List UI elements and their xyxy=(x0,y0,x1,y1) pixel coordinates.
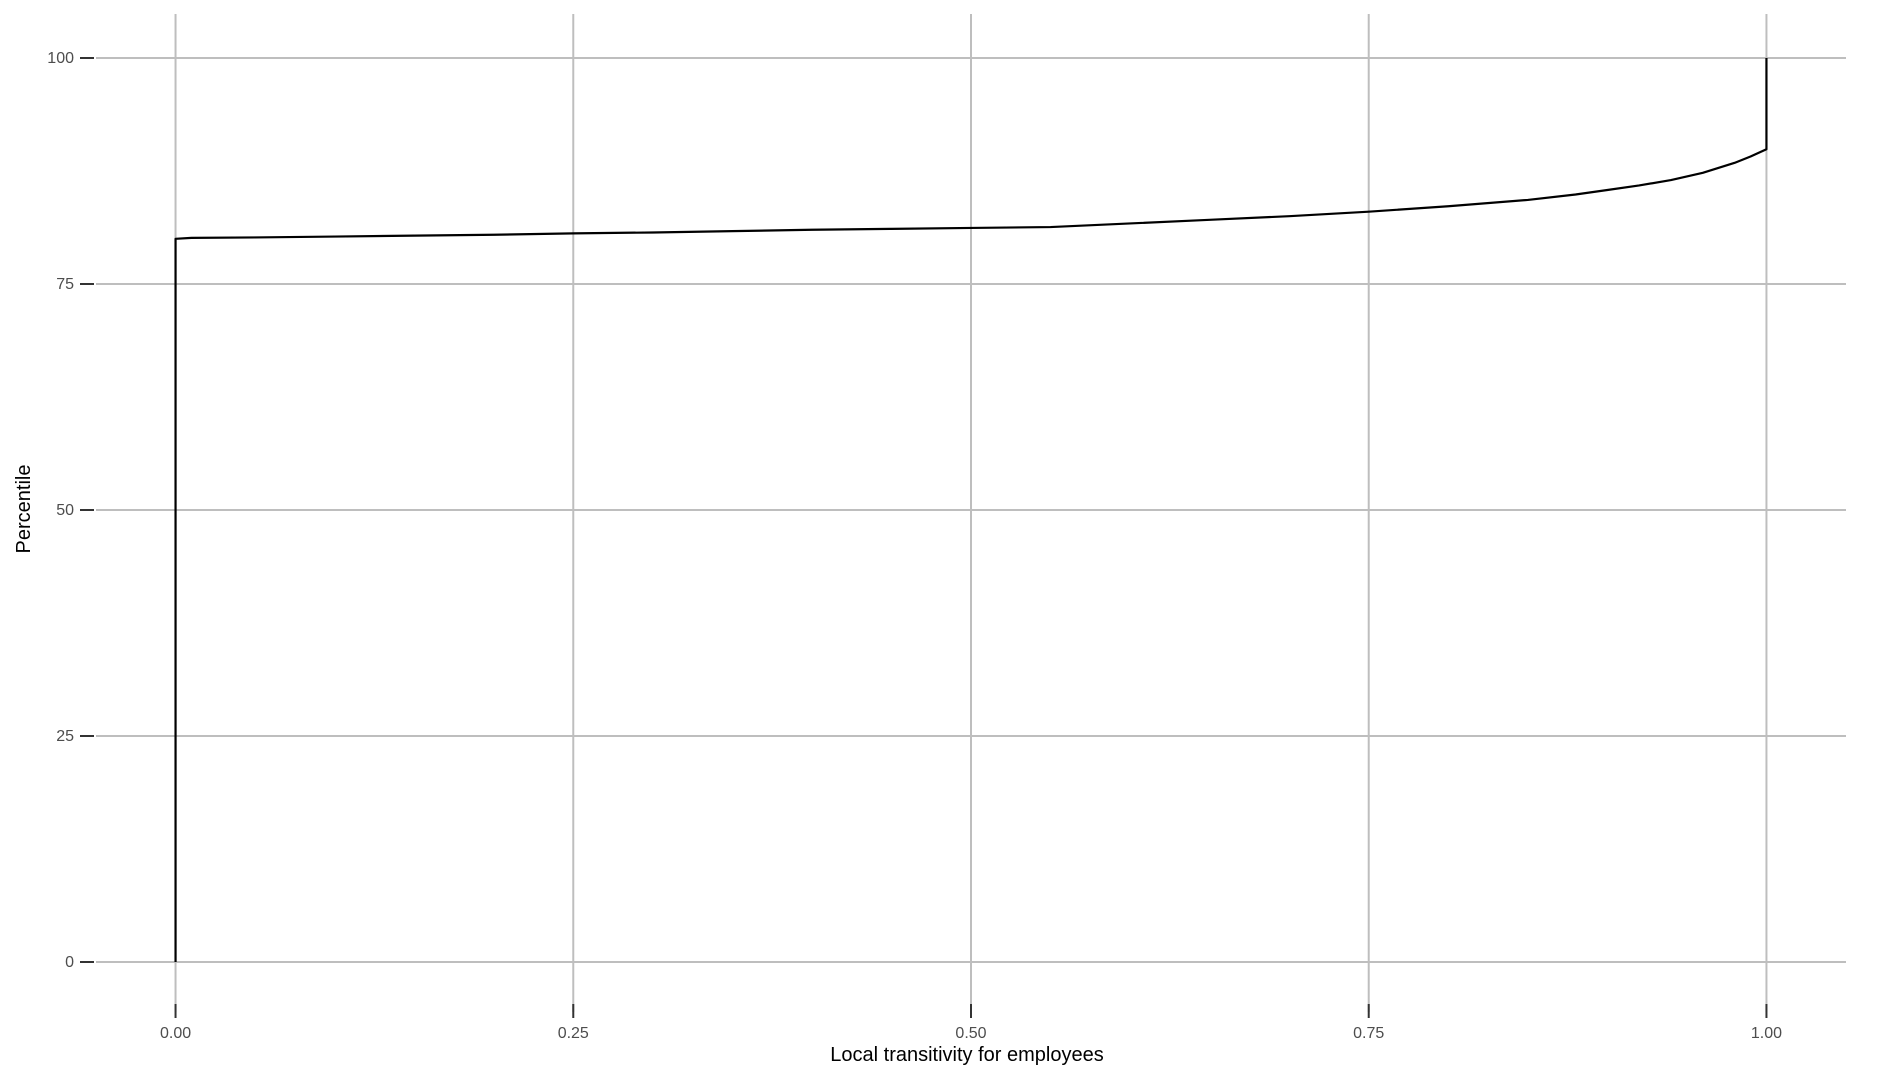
cdf-line xyxy=(174,58,1768,962)
y-tick-label: 75 xyxy=(56,276,74,293)
y-tick-label: 25 xyxy=(56,728,74,745)
data-series xyxy=(174,58,1768,962)
grid-lines xyxy=(96,14,1846,1012)
y-tick-label: 100 xyxy=(47,50,74,67)
y-tick-label: 0 xyxy=(65,954,74,971)
axis-ticks: 0 25 50 75 100 0.00 0.25 0.50 0.75 1.00 xyxy=(47,50,1782,1042)
y-axis-title: Percentile xyxy=(13,465,35,554)
x-tick-label: 0.75 xyxy=(1353,1025,1384,1042)
x-axis-title: Local transitivity for employees xyxy=(830,1044,1103,1066)
x-tick-label: 0.25 xyxy=(558,1025,589,1042)
y-tick-label: 50 xyxy=(56,502,74,519)
x-tick-label: 1.00 xyxy=(1751,1025,1782,1042)
x-tick-label: 0.00 xyxy=(160,1025,191,1042)
x-tick-label: 0.50 xyxy=(955,1025,986,1042)
